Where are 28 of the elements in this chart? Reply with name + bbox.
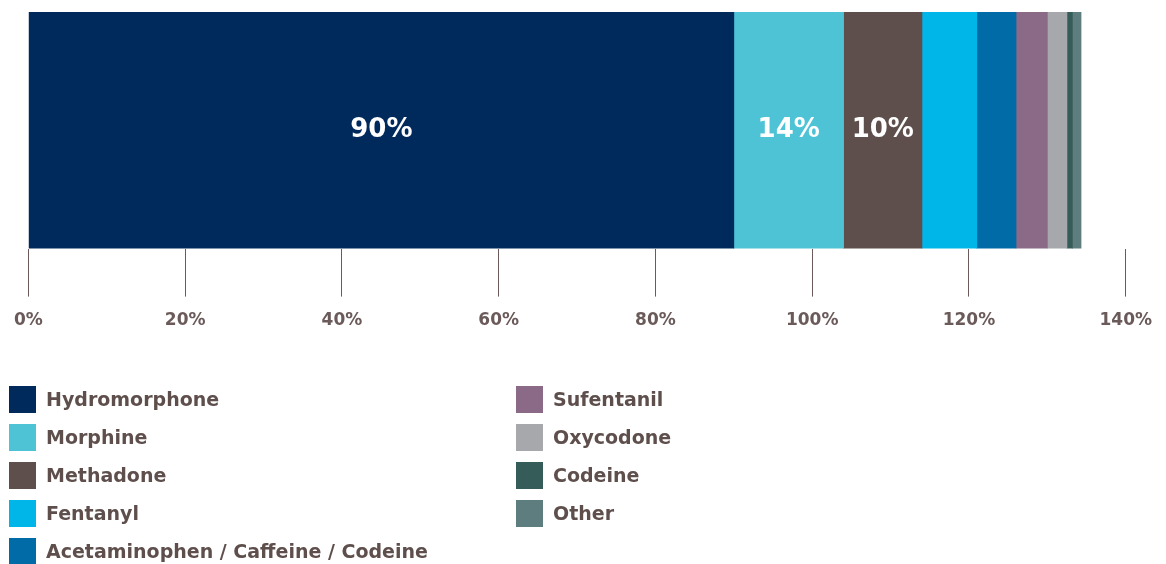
bar — [1047, 12, 1068, 249]
bar — [921, 12, 978, 249]
legend-label: Hydromorphone — [46, 388, 220, 410]
data-label: 90% — [350, 113, 413, 144]
legend-label: Other — [553, 502, 615, 524]
legend-label: Sufentanil — [553, 388, 664, 410]
legend-label: Codeine — [553, 464, 640, 486]
x-tick-label: 20% — [164, 309, 206, 330]
x-tick-label: 40% — [321, 309, 363, 330]
legend-label: Oxycodone — [553, 426, 672, 448]
legend-label: Morphine — [46, 426, 148, 448]
x-tick-label: 100% — [785, 309, 839, 330]
data-label: 14% — [757, 113, 820, 144]
x-tick-label: 0% — [13, 309, 43, 330]
bar — [28, 12, 735, 249]
data-label: 10% — [851, 113, 914, 144]
bar — [976, 12, 1017, 249]
bar — [1066, 12, 1073, 249]
legend-label: Acetaminophen / Caffeine / Codeine — [46, 540, 428, 562]
bar — [843, 12, 923, 249]
bar — [1015, 12, 1048, 249]
x-tick-label: 80% — [635, 309, 676, 330]
x-tick-label: 60% — [478, 309, 520, 330]
bar — [733, 12, 844, 249]
x-tick-label: 120% — [942, 309, 996, 330]
legend-label: Methadone — [46, 464, 167, 486]
x-tick-label: 140% — [1099, 309, 1153, 330]
legend-label: Fentanyl — [46, 502, 139, 524]
